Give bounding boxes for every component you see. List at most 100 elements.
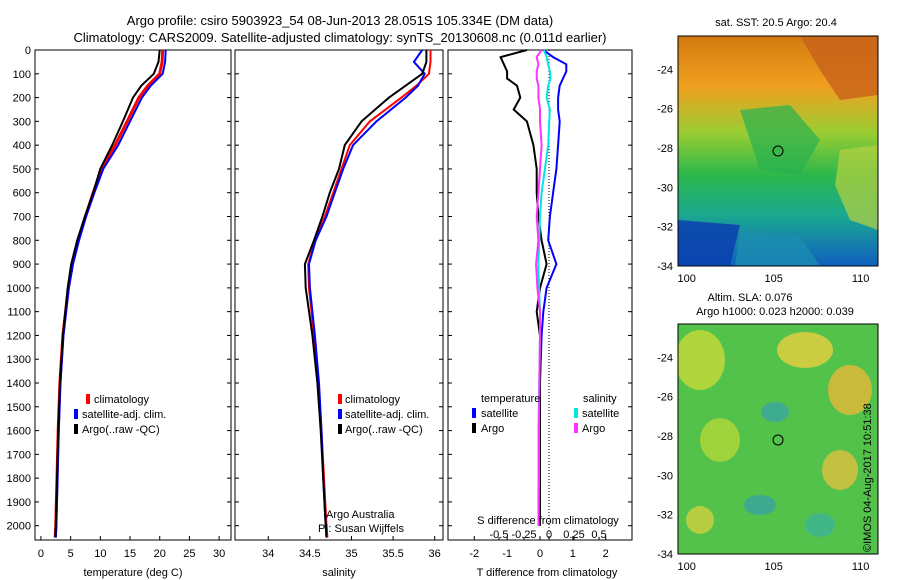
y-tick-label: 1700: [7, 449, 31, 461]
map-y-tick-label: -32: [657, 510, 673, 522]
x-tick-label: 35.5: [382, 548, 403, 560]
y-tick-label: 500: [13, 164, 31, 176]
x-tick-top-label: 0.5: [591, 529, 606, 541]
map-y-tick-label: -24: [657, 352, 673, 364]
salinity-series: [303, 49, 432, 538]
sst-map: sat. SST: 20.5 Argo: 20.4: [677, 17, 879, 267]
y-tick-label: 1300: [7, 354, 31, 366]
series-line-1-1: [307, 49, 426, 538]
x-tick-top-label: 0.25: [563, 529, 584, 541]
map-x-tick-label: 100: [678, 561, 696, 573]
sst-map-warm-patch: [800, 36, 878, 100]
t-difference-axis-label: T difference from climatology: [477, 567, 618, 579]
sla-map-title-line2: Argo h1000: 0.023 h2000: 0.039: [696, 306, 854, 318]
sal-legend-argo: Argo(..raw -QC): [345, 424, 423, 436]
diff-legend-temp-argo-swatch: [472, 423, 476, 433]
map-y-tick-label: -30: [657, 470, 673, 482]
map-y-tick-label: -28: [657, 431, 673, 443]
sst-map-green-patch: [740, 105, 820, 175]
sal-legend-argo-swatch: [338, 424, 342, 434]
map-y-tick-label: -26: [657, 104, 673, 116]
temp-legend-satellite: satellite-adj. clim.: [82, 409, 166, 421]
sst-map-frame: [677, 35, 879, 267]
sal-legend-climatology: climatology: [345, 394, 401, 406]
sla-map-patch: [744, 495, 776, 515]
x-tick-label: 10: [94, 548, 106, 560]
y-tick-label: 1500: [7, 402, 31, 414]
x-tick-label: -1: [502, 548, 512, 560]
y-tick-label: 600: [13, 188, 31, 200]
x-tick-label: 20: [154, 548, 166, 560]
y-tick-label: 0: [25, 45, 31, 57]
y-tick-label: 200: [13, 93, 31, 105]
salinity-panel-frame: [234, 49, 444, 541]
x-tick-label: 35: [345, 548, 357, 560]
x-tick-top-label: -0.25: [511, 529, 536, 541]
series-line-0-1: [54, 49, 167, 538]
sal-legend-climatology-swatch: [338, 394, 342, 404]
sla-argo-marker: [772, 434, 784, 446]
x-tick-label: 30: [213, 548, 225, 560]
x-tick-top-label: 0: [546, 529, 552, 541]
diff-legend-sal-satellite-swatch: [574, 408, 578, 418]
diff-legend-temp-satellite-swatch: [472, 408, 476, 418]
map-y-tick-label: -34: [657, 549, 673, 561]
sst-map-yellow-patch: [835, 145, 878, 230]
sla-map-patch: [805, 513, 835, 537]
sst-map-cold-patch: [678, 220, 740, 266]
temperature-axis-label: temperature (deg C): [83, 567, 182, 579]
series-line-0-2: [54, 49, 161, 538]
diff-legend-temperature-header: temperature: [481, 393, 540, 405]
series-line-1-2: [303, 50, 428, 538]
sla-map: Altim. SLA: 0.076 Argo h1000: 0.023 h200…: [677, 292, 879, 555]
temp-legend-argo: Argo(..raw -QC): [82, 424, 160, 436]
sst-map-title: sat. SST: 20.5 Argo: 20.4: [715, 17, 837, 29]
y-tick-label: 400: [13, 140, 31, 152]
sla-map-patch: [678, 330, 725, 390]
diff-legend-temp-argo: Argo: [481, 423, 504, 435]
y-tick-label: 900: [13, 259, 31, 271]
sla-map-patch: [686, 506, 714, 534]
sst-map-teal-patch: [735, 232, 820, 266]
x-tick-label: 0: [537, 548, 543, 560]
map-y-tick-label: -34: [657, 261, 673, 273]
map-x-tick-label: 105: [764, 273, 782, 285]
map-x-tick-label: 100: [678, 273, 696, 285]
y-tick-label: 100: [13, 69, 31, 81]
sla-map-patch: [777, 332, 833, 368]
map-y-tick-label: -28: [657, 143, 673, 155]
y-tick-label: 1000: [7, 283, 31, 295]
map-x-tick-label: 110: [852, 273, 870, 285]
temp-legend-climatology-swatch: [86, 394, 90, 404]
y-tick-label: 800: [13, 235, 31, 247]
x-tick-label: 1: [570, 548, 576, 560]
temperature-series: [53, 49, 167, 538]
temp-legend-climatology: climatology: [94, 394, 150, 406]
series-line-1-0: [307, 50, 432, 538]
sla-map-patch: [828, 365, 872, 415]
sla-map-patch: [700, 418, 740, 462]
pi-label: PI: Susan Wijffels: [318, 523, 404, 535]
y-tick-label: 300: [13, 116, 31, 128]
map-y-tick-label: -26: [657, 392, 673, 404]
diff-legend-sal-argo-swatch: [574, 423, 578, 433]
x-tick-label: 34: [262, 548, 274, 560]
x-tick-label: 5: [68, 548, 74, 560]
diff-legend-salinity-header: salinity: [583, 393, 617, 405]
y-tick-label: 1600: [7, 426, 31, 438]
diff-legend-sal-satellite: satellite: [582, 408, 619, 420]
sal-legend-satellite-swatch: [338, 409, 342, 419]
x-tick-top-label: -0.5: [490, 529, 509, 541]
sla-map-patch: [822, 450, 858, 490]
y-tick-label: 1800: [7, 473, 31, 485]
series-line-2-0: [539, 49, 568, 526]
map-x-tick-label: 105: [764, 561, 782, 573]
sla-map-patch: [761, 402, 789, 422]
sst-argo-marker: [772, 145, 784, 157]
x-tick-label: -2: [469, 548, 479, 560]
diff-legend-sal-argo: Argo: [582, 423, 605, 435]
y-tick-label: 1100: [7, 307, 31, 319]
argo-australia-label: Argo Australia: [326, 509, 395, 521]
map-y-tick-label: -32: [657, 222, 673, 234]
temp-legend-argo-swatch: [74, 424, 78, 434]
